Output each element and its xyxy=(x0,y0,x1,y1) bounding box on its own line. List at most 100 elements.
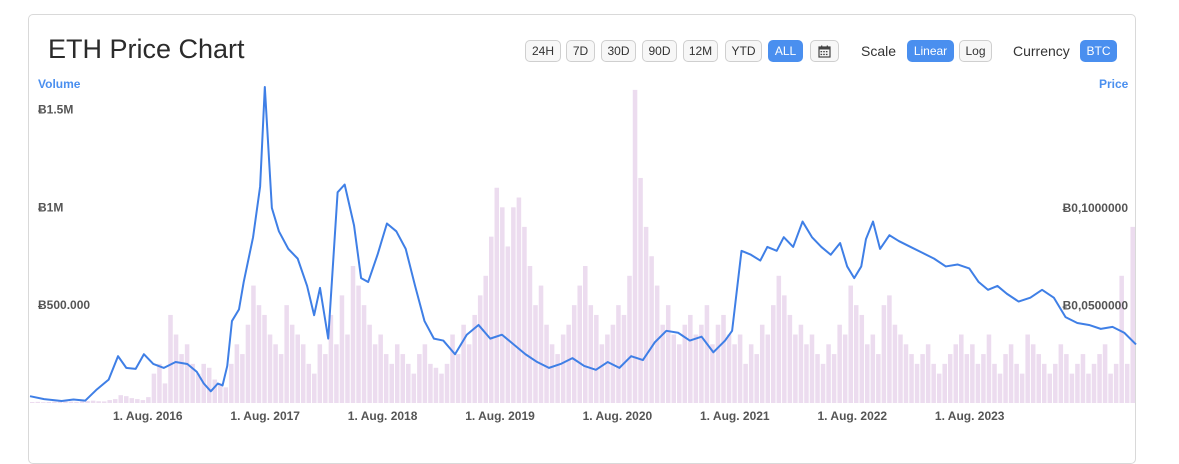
price-axis-ticks: Ƀ0,0500000 Ƀ0,1000000 xyxy=(1063,201,1129,313)
volume-bar xyxy=(129,398,135,403)
volume-bar xyxy=(505,246,511,403)
volume-bar xyxy=(488,236,494,403)
volume-bar xyxy=(112,399,118,403)
volume-bar xyxy=(538,285,544,403)
volume-bar xyxy=(68,401,74,403)
volume-bar xyxy=(428,363,433,403)
volume-bar xyxy=(743,363,748,403)
volume-bar xyxy=(107,400,112,403)
range-button-12m[interactable]: 12M xyxy=(683,40,718,62)
volume-bar xyxy=(101,401,107,403)
volume-bar xyxy=(1058,344,1064,403)
volume-bar xyxy=(649,256,654,403)
volume-bar xyxy=(677,344,682,403)
range-button-30d[interactable]: 30D xyxy=(601,40,636,62)
volume-bar xyxy=(975,363,981,403)
volume-bar xyxy=(914,363,920,403)
price-line-layer xyxy=(29,85,1137,403)
volume-bar xyxy=(483,275,488,403)
volume-bar xyxy=(1091,363,1097,403)
scale-label: Scale xyxy=(861,43,897,59)
volume-bar xyxy=(96,401,101,403)
volume-bar xyxy=(616,305,621,403)
volume-bar xyxy=(461,324,466,403)
volume-bar xyxy=(400,354,406,403)
volume-bar xyxy=(754,354,759,403)
volume-bar xyxy=(527,266,533,403)
volume-bar xyxy=(599,344,605,403)
range-button-90d[interactable]: 90D xyxy=(642,40,677,62)
volume-bar xyxy=(295,334,300,403)
volume-bar xyxy=(704,305,710,403)
volume-bar xyxy=(494,187,500,403)
volume-bar xyxy=(168,314,173,403)
volume-bar xyxy=(1014,363,1019,403)
x-tick-label: 1. Aug. 2017 xyxy=(230,409,300,423)
volume-bar xyxy=(981,354,986,403)
volume-bar xyxy=(887,295,892,403)
volume-bar xyxy=(577,285,582,403)
currency-button[interactable]: BTC xyxy=(1080,40,1117,62)
volume-bar xyxy=(262,314,267,403)
volume-bar xyxy=(466,344,472,403)
volume-bar xyxy=(74,401,79,403)
volume-bar xyxy=(898,334,903,403)
volume-bar xyxy=(1108,373,1113,403)
volume-bar xyxy=(953,344,959,403)
price-axis-title: Price xyxy=(1099,77,1129,91)
range-button-7d[interactable]: 7D xyxy=(566,40,595,62)
volume-bar xyxy=(240,354,245,403)
volume-bar xyxy=(146,397,151,403)
volume-axis-title: Volume xyxy=(38,77,81,91)
volume-bar xyxy=(267,334,273,403)
volume-bar xyxy=(46,402,52,403)
range-button-24h[interactable]: 24H xyxy=(525,40,561,62)
volume-bar xyxy=(759,324,765,403)
volume-bar xyxy=(627,275,632,403)
volume-bar xyxy=(389,363,394,403)
volume-bar xyxy=(367,324,372,403)
volume-bar xyxy=(1119,275,1124,403)
volume-bar xyxy=(422,344,428,403)
volume-bar xyxy=(549,344,555,403)
volume-tick-label: Ƀ500.000 xyxy=(38,298,90,312)
volume-tick-label: Ƀ1.5M xyxy=(38,103,73,117)
volume-bar xyxy=(179,354,184,403)
x-tick-label: 1. Aug. 2023 xyxy=(935,409,1005,423)
volume-bar xyxy=(594,314,599,403)
volume-bar xyxy=(688,314,693,403)
volume-bar xyxy=(378,334,383,403)
volume-bar xyxy=(660,324,665,403)
volume-bar xyxy=(970,344,975,403)
range-button-ytd[interactable]: YTD xyxy=(725,40,762,62)
volume-bar xyxy=(859,314,865,403)
volume-bar xyxy=(583,266,588,403)
volume-bar xyxy=(356,285,361,403)
volume-bar xyxy=(306,363,312,403)
volume-bar xyxy=(621,314,627,403)
scale-linear-button[interactable]: Linear xyxy=(907,40,954,62)
volume-bar xyxy=(710,344,715,403)
volume-bar xyxy=(1064,354,1069,403)
volume-bar xyxy=(1053,363,1058,403)
volume-bar xyxy=(41,402,46,403)
range-button-all[interactable]: ALL xyxy=(768,40,803,62)
volume-bar xyxy=(151,373,157,403)
currency-label: Currency xyxy=(1013,43,1070,59)
price-tick-label: Ƀ0,0500000 xyxy=(1063,299,1129,313)
volume-bar xyxy=(815,354,820,403)
volume-bar xyxy=(765,334,771,403)
volume-bar xyxy=(334,344,339,403)
volume-bar xyxy=(721,314,726,403)
volume-bar xyxy=(748,344,754,403)
volume-bar xyxy=(682,324,688,403)
volume-bar xyxy=(588,305,594,403)
volume-bar xyxy=(1019,373,1025,403)
scale-log-button[interactable]: Log xyxy=(959,40,992,62)
volume-bar xyxy=(671,334,677,403)
volume-bar xyxy=(124,396,129,403)
x-tick-label: 1. Aug. 2018 xyxy=(348,409,418,423)
volume-bar xyxy=(959,334,964,403)
calendar-button[interactable] xyxy=(810,40,839,62)
volume-bar xyxy=(654,285,660,403)
